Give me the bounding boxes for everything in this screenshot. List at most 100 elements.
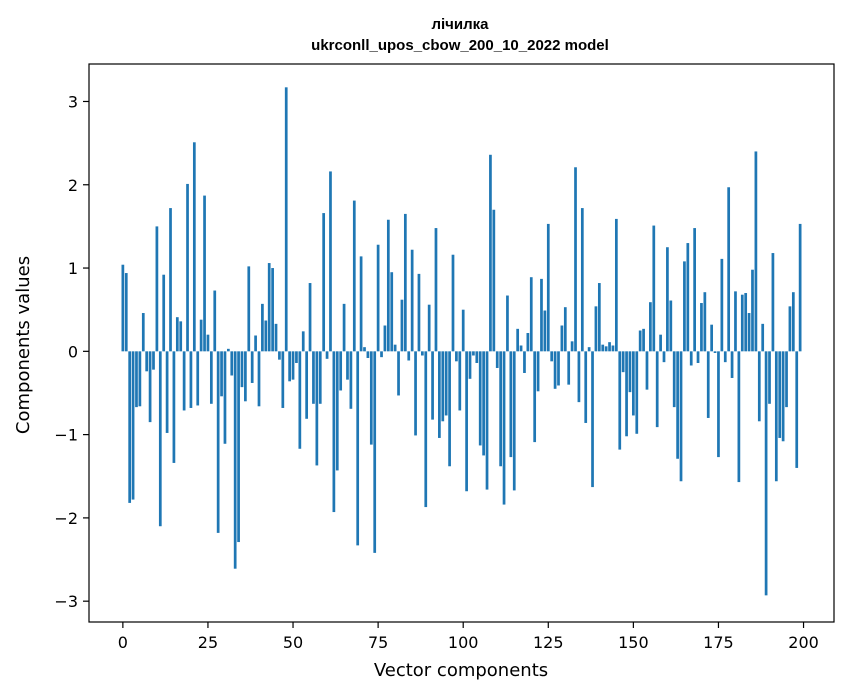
bar-16	[175, 317, 179, 352]
bar-21	[192, 142, 196, 352]
bar-11	[158, 351, 162, 527]
bar-185	[751, 269, 754, 352]
bar-75	[376, 244, 380, 352]
bar-42	[264, 320, 268, 352]
bar-165	[683, 261, 686, 352]
y-tick-label-1: 1	[68, 259, 78, 278]
bar-136	[584, 351, 588, 423]
bar-173	[710, 324, 714, 352]
y-axis-label: Components values	[13, 256, 34, 434]
bar-76	[380, 351, 383, 358]
bar-33	[233, 351, 237, 569]
bar-124	[543, 310, 547, 352]
bar-180	[734, 291, 737, 352]
bar-86	[414, 351, 417, 436]
bar-38	[250, 351, 254, 383]
bar-13	[165, 351, 169, 433]
bar-1	[124, 273, 128, 352]
bar-137	[587, 347, 591, 352]
bar-91	[431, 351, 434, 420]
bar-132	[570, 341, 574, 352]
y-tick-label--2: −2	[54, 509, 78, 528]
bar-148	[625, 351, 628, 437]
bar-158	[659, 334, 662, 352]
bar-131	[567, 351, 571, 385]
bar-134	[577, 351, 581, 403]
bar-125	[546, 223, 550, 352]
bar-127	[553, 351, 557, 389]
bar-64	[339, 351, 343, 391]
bar-12	[162, 274, 166, 352]
bar-108	[489, 154, 492, 352]
bar-10	[155, 226, 159, 352]
bar-103	[472, 351, 475, 356]
bar-14	[169, 208, 172, 352]
bar-26	[209, 351, 213, 404]
bar-88	[420, 351, 424, 356]
bar-81	[397, 351, 400, 396]
bar-95	[444, 351, 448, 416]
bar-48	[284, 87, 288, 352]
bar-60	[325, 351, 329, 359]
bar-85	[410, 249, 414, 352]
bar-128	[557, 351, 560, 386]
bar-68	[352, 200, 356, 352]
x-tick-label-100: 100	[448, 633, 479, 652]
bar-74	[373, 351, 377, 553]
x-tick-label-175: 175	[703, 633, 734, 652]
bar-35	[240, 351, 244, 388]
x-tick-label-125: 125	[533, 633, 564, 652]
y-tick-label-2: 2	[68, 176, 78, 195]
bar-101	[465, 351, 468, 492]
bar-71	[363, 347, 366, 352]
bar-53	[301, 331, 305, 352]
bar-43	[267, 263, 271, 352]
bar-189	[764, 351, 768, 596]
bar-99	[458, 351, 462, 411]
bar-181	[737, 351, 741, 483]
bar-193	[778, 351, 782, 438]
bar-147	[621, 351, 625, 373]
bar-46	[278, 351, 281, 360]
bar-50	[291, 351, 295, 380]
bar-140	[597, 283, 601, 352]
bar-161	[669, 300, 673, 352]
bar-150	[632, 351, 635, 416]
bar-72	[366, 351, 370, 358]
bar-198	[795, 351, 799, 468]
bar-114	[509, 351, 513, 458]
x-tick-label-75: 75	[368, 633, 388, 652]
bar-25	[206, 334, 210, 352]
bar-171	[703, 292, 707, 352]
bar-31	[227, 348, 230, 352]
bar-175	[717, 351, 720, 458]
bar-146	[618, 351, 622, 450]
bar-121	[533, 351, 537, 443]
bar-34	[237, 351, 240, 543]
bar-106	[482, 351, 485, 456]
bar-139	[594, 306, 598, 352]
chart-title: лічилка	[431, 16, 489, 33]
bar-39	[254, 335, 257, 352]
bar-109	[492, 209, 496, 352]
bar-105	[478, 351, 482, 446]
bar-23	[199, 319, 203, 352]
bar-126	[550, 351, 554, 362]
bar-195	[785, 351, 788, 408]
bar-8	[148, 351, 152, 423]
bar-141	[601, 344, 605, 352]
bar-84	[407, 351, 411, 361]
bar-32	[230, 351, 234, 376]
bar-92	[434, 228, 438, 352]
bar-66	[346, 351, 349, 380]
bars-group	[121, 87, 802, 596]
bar-17	[179, 321, 183, 352]
bar-37	[247, 266, 251, 352]
bar-22	[196, 351, 200, 406]
bar-19	[186, 183, 189, 352]
bar-96	[448, 351, 451, 467]
bar-27	[213, 290, 217, 352]
bar-83	[403, 213, 407, 352]
bar-93	[438, 351, 441, 438]
